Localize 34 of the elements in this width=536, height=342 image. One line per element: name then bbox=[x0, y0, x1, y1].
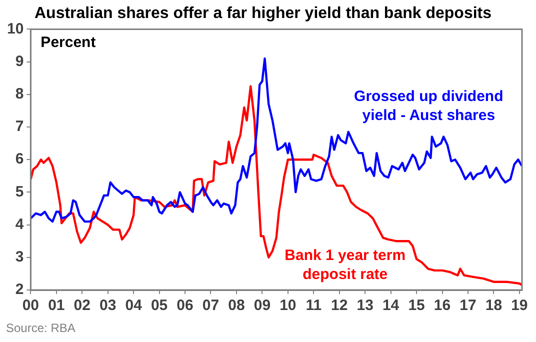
x-tick-label: 15 bbox=[408, 297, 425, 314]
x-tick-label: 00 bbox=[22, 297, 40, 314]
series-label: Bank 1 year term deposit rate bbox=[284, 246, 406, 283]
x-tick-label: 01 bbox=[48, 297, 65, 314]
y-tick-label: 4 bbox=[15, 216, 24, 233]
x-tick-label: 04 bbox=[125, 297, 143, 314]
x-tick-label: 14 bbox=[382, 297, 400, 314]
y-tick-label: 5 bbox=[15, 183, 24, 200]
y-tick-label: 6 bbox=[15, 150, 24, 168]
y-tick-label: 7 bbox=[15, 118, 24, 136]
x-tick-label: 03 bbox=[100, 297, 116, 314]
x-tick-label: 19 bbox=[511, 297, 528, 314]
x-tick-label: 02 bbox=[74, 297, 90, 314]
series-label: Grossed up dividend yield - Aust shares bbox=[354, 88, 504, 124]
y-tick-label: 2 bbox=[15, 281, 24, 298]
x-tick-label: 16 bbox=[434, 297, 451, 314]
y-tick-label: 10 bbox=[6, 20, 24, 38]
source-note: Source: RBA bbox=[5, 320, 76, 337]
x-tick-label: 18 bbox=[485, 297, 502, 314]
x-tick-label: 12 bbox=[331, 297, 348, 314]
y-tick-label: 9 bbox=[15, 52, 24, 70]
x-tick-label: 09 bbox=[254, 297, 271, 314]
x-tick-label: 06 bbox=[176, 297, 194, 314]
y-tick-label: 3 bbox=[15, 248, 24, 266]
x-tick-label: 17 bbox=[460, 297, 476, 314]
y-tick-label: 8 bbox=[15, 86, 24, 103]
chart-title: Australian shares offer a far higher yield than bank deposits bbox=[34, 5, 492, 22]
y-axis-title: Percent bbox=[40, 34, 96, 51]
x-tick-label: 05 bbox=[150, 297, 168, 314]
x-tick-label: 11 bbox=[306, 297, 322, 314]
x-tick-label: 08 bbox=[228, 297, 245, 314]
x-tick-label: 10 bbox=[280, 297, 296, 314]
x-tick-label: 13 bbox=[356, 297, 374, 314]
x-tick-label: 07 bbox=[202, 297, 220, 314]
